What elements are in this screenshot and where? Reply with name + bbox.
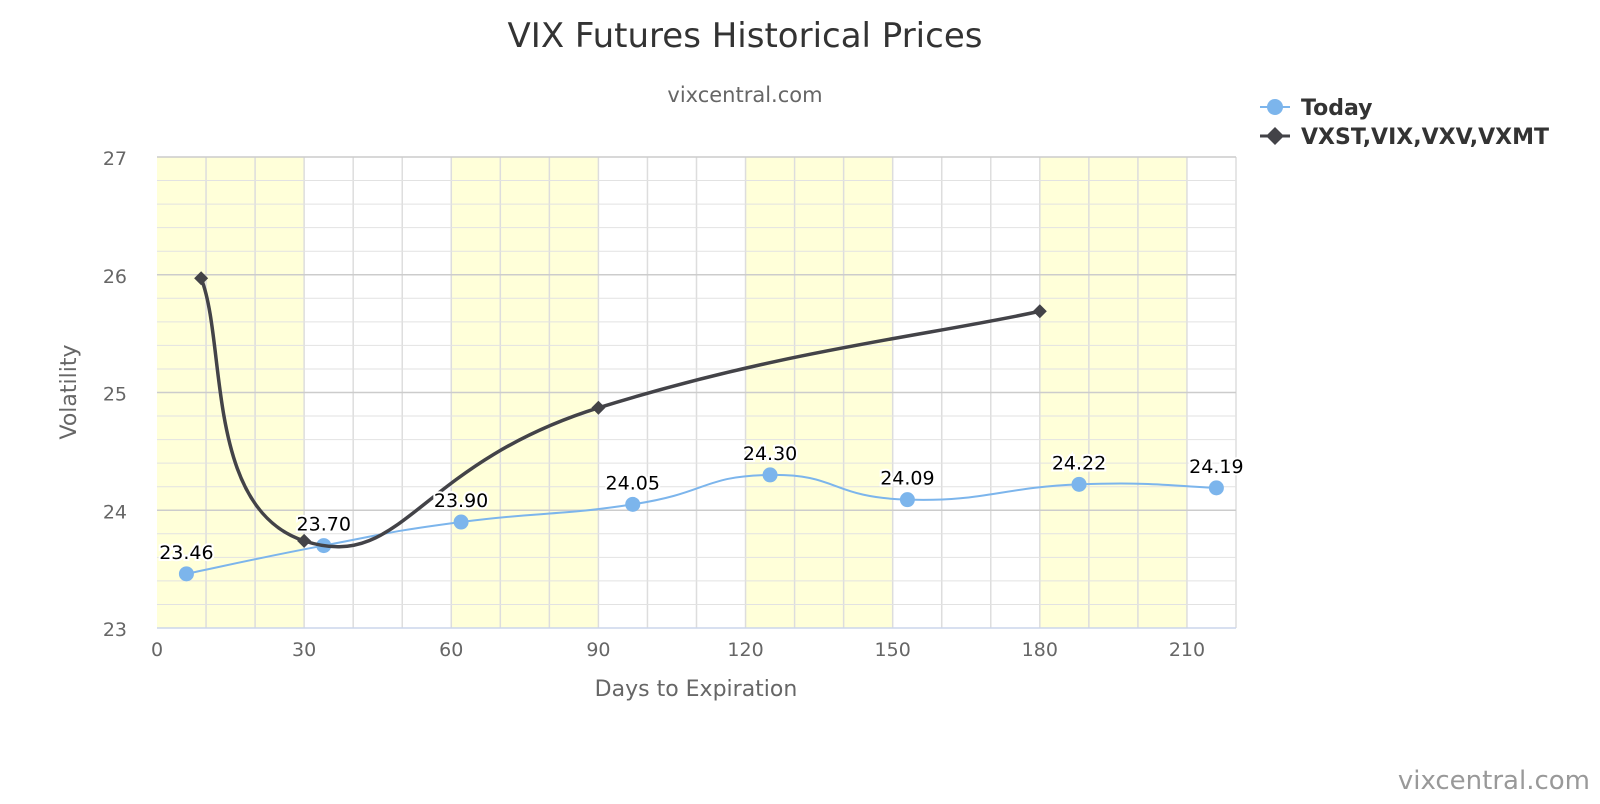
y-tick-label: 26 xyxy=(103,266,127,288)
data-label-today: 24.19 xyxy=(1189,456,1243,478)
data-point-term-structure[interactable] xyxy=(297,533,312,548)
x-tick-label: 150 xyxy=(875,639,911,661)
x-axis-title: Days to Expiration xyxy=(595,677,798,702)
x-tick-label: 180 xyxy=(1022,639,1058,661)
x-tick-label: 90 xyxy=(586,639,610,661)
data-point-term-structure[interactable] xyxy=(591,400,606,415)
series-line-today xyxy=(186,473,1217,575)
data-point-today[interactable] xyxy=(762,467,778,483)
axes: 0 30 60 90 120 150 180 210 23 24 25 26 27 xyxy=(103,148,1236,661)
chart-title: VIX Futures Historical Prices xyxy=(508,16,983,56)
y-tick-label: 24 xyxy=(103,501,127,523)
data-point-today[interactable] xyxy=(178,566,194,582)
series-line-term-structure xyxy=(199,277,1041,549)
y-tick-label: 25 xyxy=(103,384,127,406)
data-label-today: 23.90 xyxy=(434,490,488,512)
x-tick-label: 0 xyxy=(151,639,163,661)
legend-label-term-structure: VXST,VIX,VXV,VXMT xyxy=(1301,125,1549,150)
credit-link[interactable]: vixcentral.com xyxy=(1397,766,1590,796)
legend-label-today: Today xyxy=(1301,96,1372,121)
chart-subtitle: vixcentral.com xyxy=(667,83,822,107)
data-labels: 23.46 23.70 23.90 24.05 24.30 24.09 24.22 24.19 xyxy=(157,441,1245,566)
data-point-term-structure[interactable] xyxy=(194,271,209,286)
x-tick-label: 30 xyxy=(292,639,316,661)
data-label-today: 23.70 xyxy=(297,514,351,536)
data-point-today[interactable] xyxy=(1071,476,1087,492)
legend-marker-term-structure xyxy=(1266,127,1284,145)
data-label-today: 24.09 xyxy=(880,468,934,490)
x-tick-label: 60 xyxy=(439,639,463,661)
x-tick-label: 210 xyxy=(1169,639,1205,661)
y-axis-title: Volatility xyxy=(57,344,82,439)
legend-marker-today xyxy=(1267,99,1283,115)
data-point-term-structure[interactable] xyxy=(1032,304,1047,319)
legend: Today VXST,VIX,VXV,VXMT xyxy=(1260,96,1549,150)
data-point-today[interactable] xyxy=(625,496,641,512)
y-tick-label: 27 xyxy=(103,148,127,170)
legend-item-term-structure[interactable]: VXST,VIX,VXV,VXMT xyxy=(1260,125,1549,150)
y-tick-label: 23 xyxy=(103,619,127,641)
data-label-today: 24.05 xyxy=(606,472,660,494)
data-point-today[interactable] xyxy=(453,514,469,530)
legend-item-today[interactable]: Today xyxy=(1260,96,1372,121)
data-label-today: 24.30 xyxy=(743,443,797,465)
data-point-today[interactable] xyxy=(1208,480,1224,496)
series-layer xyxy=(178,271,1224,582)
data-label-today: 24.22 xyxy=(1052,452,1106,474)
data-label-today: 23.46 xyxy=(159,542,213,564)
grid xyxy=(157,156,1237,628)
x-tick-label: 120 xyxy=(727,639,763,661)
data-point-today[interactable] xyxy=(899,492,915,508)
